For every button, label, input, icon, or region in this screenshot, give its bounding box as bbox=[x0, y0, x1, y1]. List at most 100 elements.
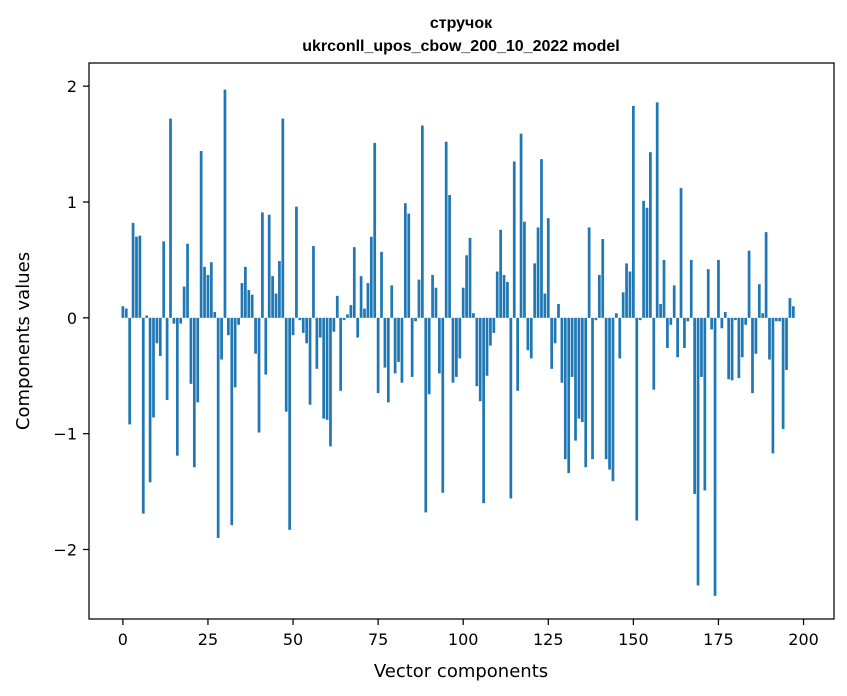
x-axis-ticks: 0 25 50 75 100 125 150 175 200 bbox=[118, 619, 819, 649]
bar bbox=[373, 142, 377, 318]
bar bbox=[727, 317, 731, 380]
bar bbox=[543, 293, 547, 318]
bar bbox=[223, 89, 227, 318]
bar bbox=[608, 317, 611, 470]
bar bbox=[642, 200, 645, 318]
bar bbox=[662, 259, 666, 318]
bar bbox=[570, 317, 574, 377]
bar bbox=[451, 317, 455, 383]
bar bbox=[502, 274, 506, 318]
bar bbox=[318, 317, 322, 338]
bar bbox=[553, 317, 557, 344]
bar bbox=[257, 317, 261, 433]
chart-subtitle: ukrconll_upos_cbow_200_10_2022 model bbox=[302, 38, 619, 55]
bar bbox=[574, 317, 577, 441]
bar bbox=[186, 243, 189, 318]
x-tick-label: 0 bbox=[118, 630, 128, 649]
x-tick-label: 125 bbox=[533, 630, 564, 649]
x-axis-label: Vector components bbox=[374, 661, 548, 682]
bar bbox=[683, 317, 686, 348]
bar bbox=[162, 241, 166, 318]
bar bbox=[659, 303, 662, 318]
bar bbox=[757, 284, 761, 318]
bar bbox=[444, 141, 448, 318]
bar bbox=[472, 313, 475, 318]
bar bbox=[672, 285, 676, 318]
bar bbox=[676, 317, 679, 358]
bar bbox=[308, 317, 312, 405]
bar bbox=[778, 317, 782, 322]
bar bbox=[723, 312, 727, 318]
bar bbox=[284, 317, 288, 412]
x-tick-label: 100 bbox=[448, 630, 479, 649]
bar bbox=[393, 317, 397, 374]
bar bbox=[346, 314, 349, 318]
bar bbox=[148, 317, 152, 483]
y-tick-label: 1 bbox=[67, 193, 77, 212]
bar bbox=[730, 317, 734, 381]
bar bbox=[240, 283, 244, 318]
bar bbox=[512, 161, 516, 318]
bar bbox=[523, 221, 526, 318]
bar bbox=[768, 317, 771, 360]
bar bbox=[434, 287, 438, 318]
bar bbox=[291, 317, 295, 336]
bar bbox=[693, 317, 696, 494]
bar bbox=[482, 317, 485, 504]
bar bbox=[785, 317, 788, 370]
bar bbox=[666, 317, 669, 348]
bar bbox=[485, 317, 489, 376]
bar bbox=[506, 281, 509, 318]
bar bbox=[706, 269, 710, 318]
bar bbox=[179, 317, 183, 324]
bar bbox=[298, 317, 302, 321]
bar bbox=[206, 274, 210, 318]
plot-area-frame bbox=[88, 62, 835, 620]
bar bbox=[618, 317, 622, 359]
y-tick-label: 2 bbox=[67, 77, 77, 96]
chart-title: стручок bbox=[430, 15, 493, 32]
bar bbox=[281, 118, 285, 318]
y-tick-label: 0 bbox=[67, 309, 77, 328]
bar bbox=[611, 317, 615, 482]
bar bbox=[638, 317, 642, 321]
bar bbox=[584, 317, 588, 468]
bar bbox=[339, 317, 343, 391]
bar bbox=[305, 317, 308, 344]
bar bbox=[604, 317, 608, 460]
bar bbox=[740, 317, 744, 358]
bar bbox=[628, 271, 632, 318]
bar bbox=[196, 317, 200, 403]
bar bbox=[516, 317, 520, 391]
bar bbox=[700, 317, 703, 377]
bar bbox=[312, 246, 315, 318]
bar bbox=[781, 317, 785, 430]
bar bbox=[478, 317, 482, 402]
bar bbox=[567, 317, 571, 474]
bar bbox=[152, 317, 155, 418]
bar bbox=[369, 236, 373, 318]
bar bbox=[227, 317, 230, 336]
bar bbox=[301, 317, 305, 333]
bar bbox=[431, 274, 434, 318]
bar bbox=[540, 159, 543, 318]
bar bbox=[441, 317, 445, 493]
bar bbox=[250, 294, 254, 318]
bar bbox=[386, 317, 390, 403]
bar bbox=[410, 317, 414, 377]
bar bbox=[577, 317, 581, 419]
bar bbox=[315, 317, 319, 369]
bar bbox=[563, 317, 567, 460]
bar bbox=[233, 317, 237, 388]
bar bbox=[199, 151, 203, 318]
bar bbox=[529, 317, 533, 359]
bar bbox=[414, 317, 417, 322]
bar bbox=[131, 222, 135, 318]
bar bbox=[465, 255, 468, 318]
bar bbox=[625, 263, 628, 318]
bar bbox=[417, 279, 421, 318]
bar bbox=[254, 317, 257, 354]
bar bbox=[468, 237, 472, 318]
bar bbox=[175, 317, 179, 456]
